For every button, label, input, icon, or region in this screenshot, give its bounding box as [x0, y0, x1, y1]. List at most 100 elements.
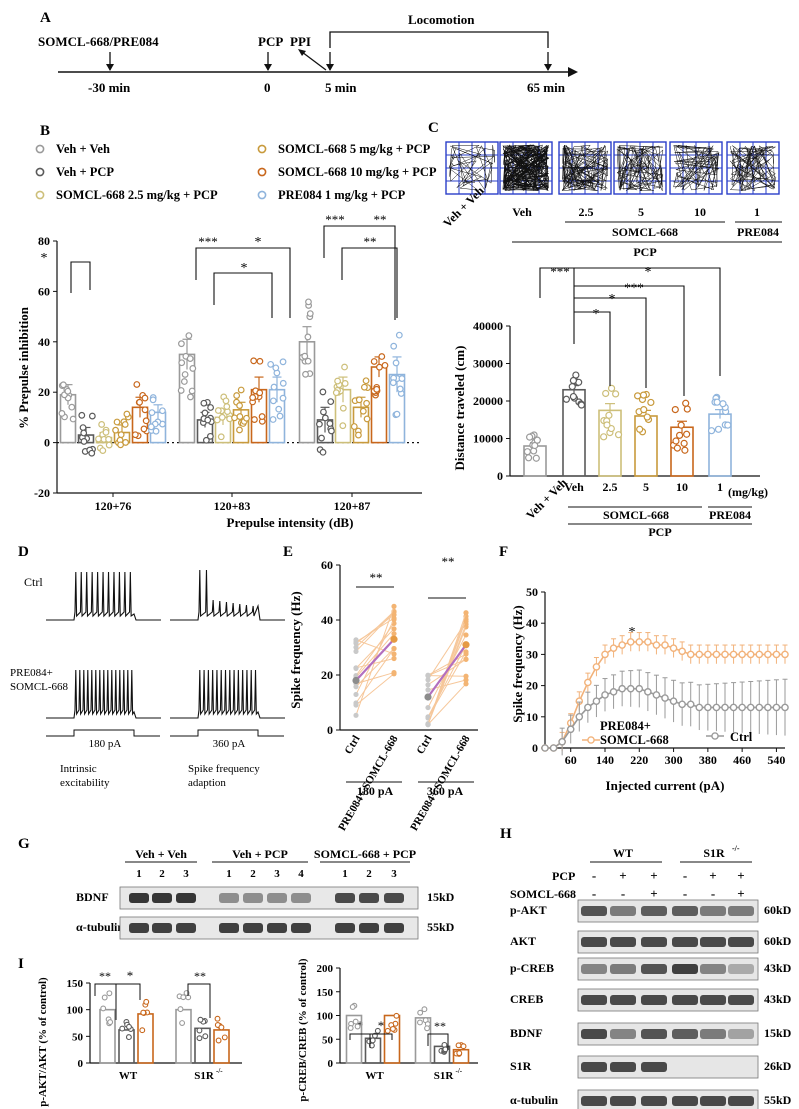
chart-f-point	[781, 703, 789, 712]
blot-h-band	[672, 937, 698, 947]
chart-c-somcl-label: SOMCL-668	[603, 508, 669, 522]
track-label-pre: PRE084	[737, 225, 779, 239]
blot-g-band	[267, 923, 287, 933]
blot-g-group-label: SOMCL-668 + PCP	[314, 847, 416, 861]
chart-b-point	[304, 333, 312, 341]
blot-h-band	[610, 1096, 636, 1106]
chart-c-bar	[634, 415, 658, 477]
chart-b-point	[200, 399, 208, 407]
chart-f-point	[678, 700, 686, 709]
chart-c-ytick-label: 40000	[473, 319, 503, 333]
chart-e-treat-point	[463, 677, 469, 683]
chart-i-bar	[345, 1014, 363, 1064]
chart-b-point	[105, 435, 112, 443]
chart-c-point	[568, 383, 576, 391]
chart-e-mean-line	[427, 644, 467, 698]
chart-b-point	[301, 352, 309, 360]
chart-e-treat-point	[463, 632, 469, 638]
chart-e-ctrl-point	[353, 702, 359, 708]
blot-h-band	[581, 937, 607, 947]
chart-e-treat-point	[463, 651, 469, 657]
blot-h-pcp-label: PCP	[552, 869, 575, 883]
chart-b-point	[59, 381, 67, 389]
blot-h-band	[700, 937, 726, 947]
chart-c-point	[680, 439, 688, 447]
chart-b-point	[140, 425, 148, 433]
chart-f-point	[686, 700, 695, 709]
chart-b-xlabel: Prepulse intensity (dB)	[227, 515, 354, 530]
chart-b-point	[326, 420, 334, 427]
chart-b-ytick-label: -20	[34, 486, 50, 500]
chart-b-sig-bracket	[323, 225, 396, 320]
chart-i-ytick-label: 0	[78, 1058, 84, 1070]
blot-h-kd-label: 15kD	[764, 1026, 792, 1040]
chart-i-xtick-label: S1R	[194, 1070, 215, 1082]
chart-c-sig-bracket	[574, 297, 647, 388]
chart-c-point	[605, 411, 613, 419]
track-label-somcl: SOMCL-668	[612, 225, 678, 239]
timeline-tick-4: 65 min	[527, 80, 566, 95]
blot-h-band	[581, 906, 607, 916]
chart-b-point	[318, 434, 325, 442]
chart-i-point	[354, 1023, 361, 1030]
chart-b-point	[279, 394, 287, 402]
blot-h-somcl-sign: +	[737, 886, 744, 901]
chart-c-xtick-label: Veh	[564, 480, 584, 494]
blot-h-row-label: p-CREB	[510, 961, 554, 975]
chart-b-point	[201, 409, 209, 417]
chart-b-point	[256, 389, 264, 397]
chart-c-point	[602, 389, 610, 398]
chart-c-point	[603, 421, 611, 429]
chart-i1-sig-bracket	[94, 983, 117, 1020]
chart-f-xtick-label: 220	[630, 753, 648, 767]
legend-b-label: SOMCL-668 2.5 mg/kg + PCP	[56, 188, 218, 202]
chart-i-point	[369, 1037, 376, 1044]
legend-b-marker	[35, 167, 45, 177]
chart-f-point	[721, 703, 729, 712]
blot-h-kd-label: 26kD	[764, 1059, 792, 1073]
chart-c-xtick-label: Veh + Veh	[523, 475, 570, 522]
chart-b-point	[149, 396, 157, 404]
blot-h-kd-label: 60kD	[764, 934, 792, 948]
chart-f-point	[746, 703, 755, 712]
chart-b-sig-6: **	[374, 212, 387, 227]
chart-b-point	[306, 310, 314, 317]
chart-b-point	[187, 393, 194, 401]
chart-i-pcreb: p-CREB/CREB (% of control) * * ** 050100…	[297, 958, 478, 1102]
chart-i-ytick-label: 200	[317, 963, 334, 975]
chart-i-ytick-label: 0	[328, 1058, 334, 1070]
chart-b-point	[231, 414, 238, 422]
chart-b-point	[214, 407, 222, 414]
trace-label-pre-2: SOMCL-668	[10, 681, 69, 693]
chart-e-ctrl-point	[353, 684, 359, 690]
blot-h-pcp-sign: +	[619, 868, 626, 883]
track-path	[673, 144, 720, 191]
chart-b-point	[99, 447, 107, 455]
chart-c-point	[647, 398, 655, 407]
chart-f-point	[601, 650, 609, 659]
blot-g-band	[335, 893, 355, 903]
blot-g-band	[129, 923, 149, 933]
chart-b-point	[237, 386, 245, 394]
chart-c-point	[719, 400, 727, 408]
chart-c-pre-label: PRE084	[709, 508, 751, 522]
chart-c-distance: Distance traveled (cm) (mg/kg) SOMCL-668…	[452, 264, 768, 539]
blot-h-band	[581, 1029, 607, 1039]
chart-b-point	[123, 410, 131, 418]
chart-b-point	[233, 392, 241, 399]
chart-i1-sig-bracket	[116, 983, 141, 1000]
chart-f-legend-label: PRE084+	[600, 719, 651, 733]
trace-path	[170, 669, 285, 719]
chart-b-point	[78, 411, 86, 419]
chart-b-sig-2: ***	[198, 234, 218, 249]
chart-b-point	[207, 404, 214, 411]
blot-h-band	[728, 1029, 754, 1039]
chart-b-point	[213, 416, 221, 424]
chart-b-sig-5: ***	[325, 212, 345, 227]
blot-h-band	[672, 1029, 698, 1039]
track-label-5: 5	[638, 205, 644, 219]
chart-f-point	[592, 697, 601, 706]
chart-e-treat-point	[463, 673, 469, 679]
chart-c-point	[682, 399, 690, 407]
chart-e-pair-line	[355, 648, 395, 688]
